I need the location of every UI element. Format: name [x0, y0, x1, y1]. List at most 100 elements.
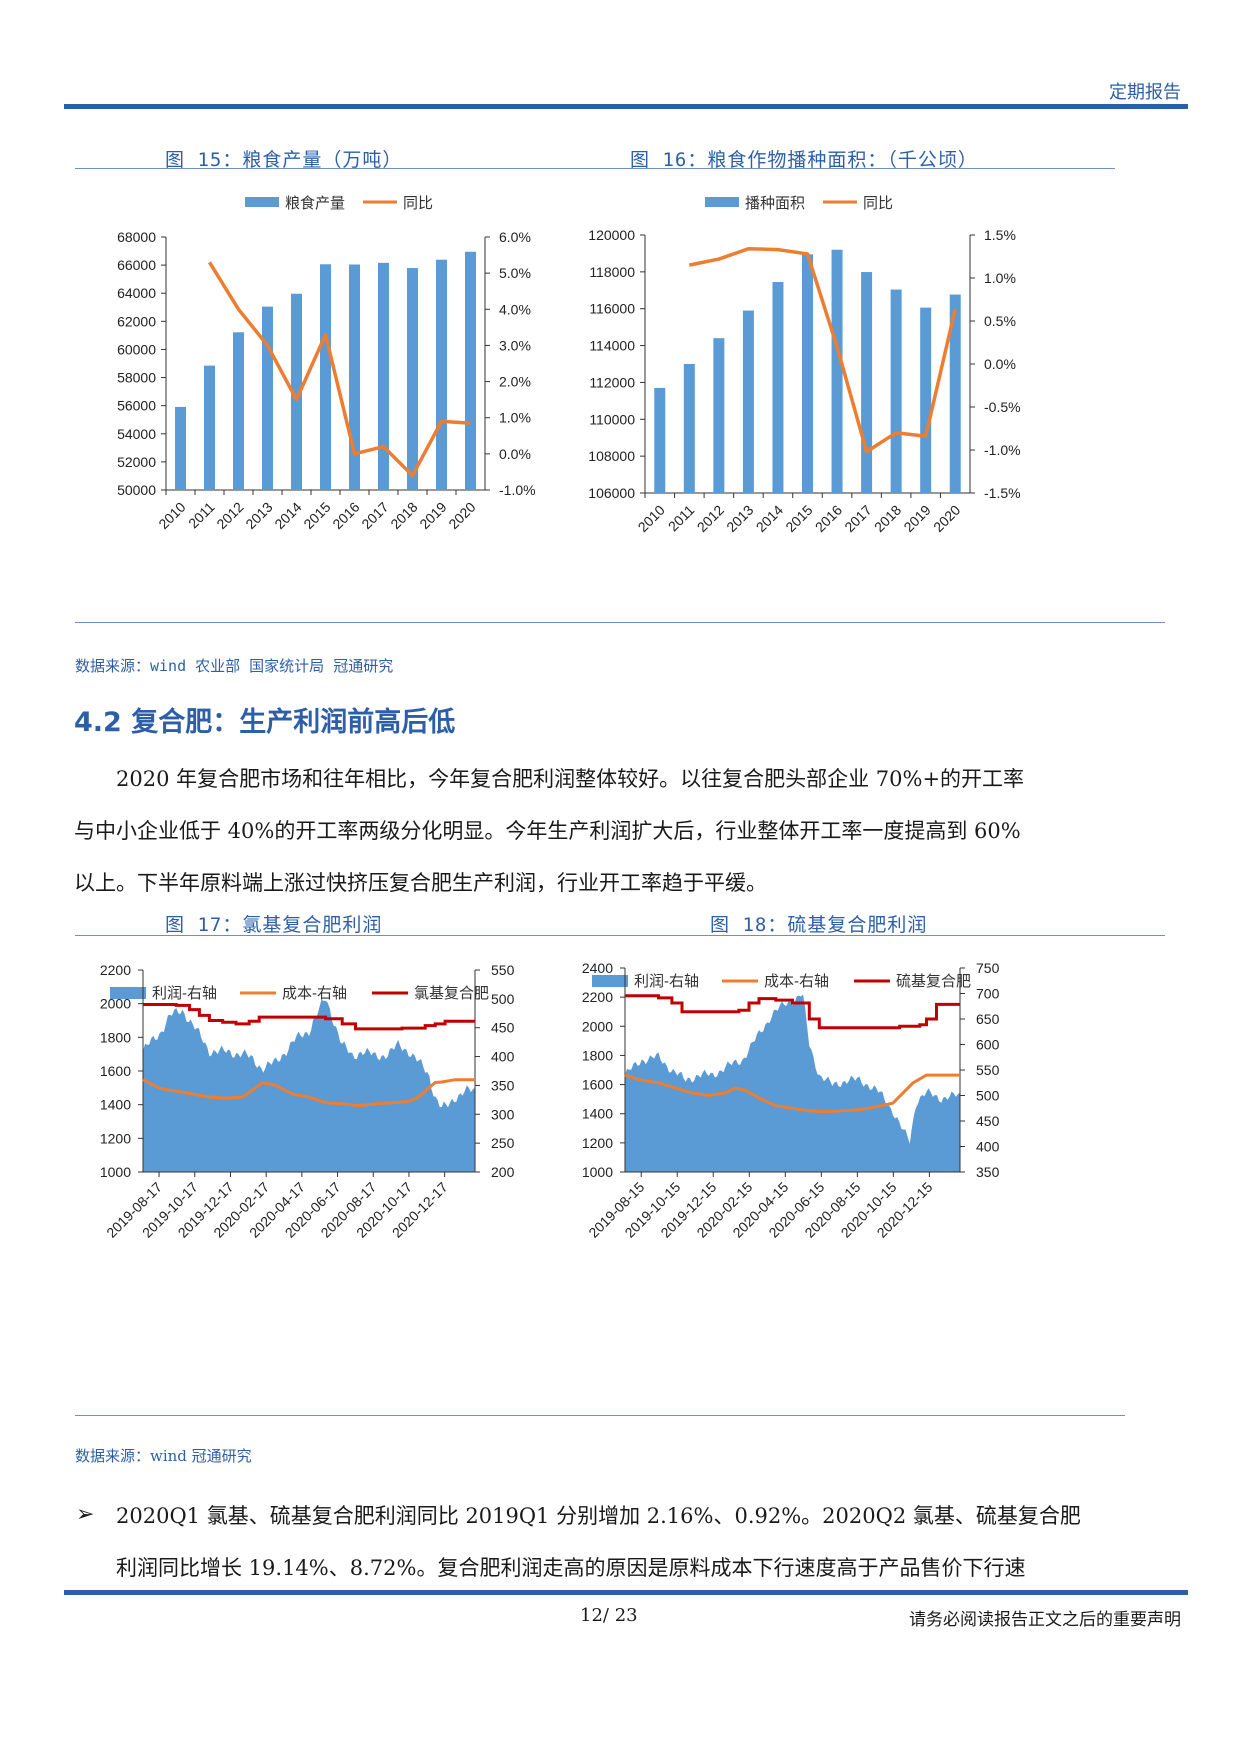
y2-tick-label: 3.0% [499, 337, 531, 353]
y2-tick-label: 350 [976, 1164, 1000, 1180]
y2-tick-label: 500 [491, 991, 515, 1007]
fig16-chart: 播种面积 同比 106000 108000 110000 112000 114000 1160… [588, 195, 1020, 535]
line-series [688, 247, 957, 454]
x-tick-label: 2019 [900, 502, 933, 535]
y2-tick-label: -1.5% [984, 485, 1021, 501]
y-tick-label: 52000 [117, 454, 156, 470]
y-tick-label: 1800 [100, 1029, 131, 1045]
caption-rule [75, 168, 1115, 169]
bar [861, 272, 873, 493]
legend-swatch-bar [705, 197, 739, 207]
bar [204, 365, 215, 490]
bar [802, 254, 813, 493]
y-tick-label: 66000 [117, 257, 156, 273]
bar [465, 251, 476, 490]
bar [233, 332, 244, 490]
y2-tick-label: 0.0% [499, 446, 531, 462]
paragraph-line: 以上。下半年原料端上涨过快挤压复合肥生产利润，行业开工率趋于平缓。 [74, 871, 767, 895]
cost-line [142, 1078, 475, 1108]
y-tick-label: 1600 [100, 1063, 131, 1079]
x-tick-label: 2020 [930, 502, 963, 535]
x-tick-label: 2019 [416, 499, 449, 532]
bullet-line: 利润同比增长 19.14%、8.72%。复合肥利润走高的原因是原料成本下行速度高… [116, 1556, 1026, 1580]
x-tick-label: 2015 [782, 502, 815, 535]
fig15-caption: 图 15：粮食产量（万吨） [165, 149, 403, 171]
y-tick-label: 54000 [117, 426, 156, 442]
x-tick-label: 2016 [812, 502, 845, 535]
y-tick-label: 116000 [589, 301, 635, 317]
y-tick-label: 108000 [588, 448, 635, 464]
bar [713, 338, 725, 493]
page-number: 12/ 23 [580, 1605, 638, 1626]
y-tick-label: 120000 [588, 227, 635, 243]
price-line [625, 994, 960, 1030]
bar [742, 310, 754, 493]
legend-label: 利润-右轴 [152, 985, 217, 1002]
y2-tick-label: 700 [976, 986, 1000, 1002]
y2-tick-label: 400 [976, 1139, 1000, 1155]
y2-tick-label: 1.0% [984, 270, 1016, 286]
bar [920, 307, 932, 493]
header-rule [64, 104, 1188, 109]
bar [291, 293, 302, 490]
legend-label: 成本-右轴 [282, 985, 347, 1002]
legend-label: 粮食产量 [285, 195, 345, 212]
y-tick-label: 114000 [589, 338, 635, 354]
y2-tick-label: 6.0% [499, 229, 531, 245]
y2-tick-label: 500 [976, 1088, 1000, 1104]
y2-tick-label: 300 [491, 1106, 515, 1122]
x-tick-label: 2010 [635, 502, 668, 535]
x-tick-label: 2017 [841, 502, 874, 535]
fig17-caption: 图 17：氯基复合肥利润 [165, 914, 383, 936]
legend-swatch-profit [592, 975, 628, 987]
y-tick-label: 1600 [582, 1077, 613, 1093]
y-tick-label: 118000 [589, 264, 635, 280]
x-tick-label: 2011 [185, 499, 218, 532]
bar [262, 306, 273, 490]
line-series [208, 261, 471, 478]
y-tick-label: 106000 [588, 485, 635, 501]
legend-label: 同比 [403, 195, 433, 212]
x-tick-label: 2015 [300, 499, 333, 532]
bar [654, 387, 666, 493]
bottom-charts: 利润-右轴 成本-右轴 氯基复合肥1000120014001600180020002… [100, 960, 1000, 1241]
y2-tick-label: 600 [976, 1037, 1000, 1053]
x-tick-label: 2013 [723, 502, 756, 535]
y2-tick-label: 250 [491, 1135, 515, 1151]
y-tick-label: 2400 [582, 960, 613, 976]
legend-label: 利润-右轴 [634, 973, 699, 990]
x-tick-label: 2017 [358, 499, 391, 532]
y-tick-label: 1400 [582, 1106, 613, 1122]
x-tick-label: 2012 [213, 499, 246, 532]
fig16-caption: 图 16：粮食作物播种面积：（千公顷） [630, 149, 978, 171]
source-note-2: 数据来源：wind 冠通研究 [75, 1447, 252, 1465]
y-tick-label: 1800 [582, 1047, 613, 1063]
y-tick-label: 60000 [117, 341, 156, 357]
bar [949, 294, 961, 493]
fig17-chart: 利润-右轴 成本-右轴 氯基复合肥 1000 1200 1400 1600 1800 2000 2… [100, 962, 515, 1241]
y-tick-label: 68000 [117, 229, 156, 245]
bar [890, 289, 902, 493]
y2-tick-label: 650 [976, 1011, 1000, 1027]
y-tick-label: 2200 [100, 962, 131, 978]
y2-tick-label: -1.0% [984, 442, 1021, 458]
footer-rule [64, 1590, 1188, 1595]
legend-label: 氯基复合肥 [414, 984, 489, 1002]
y2-tick-label: 0.5% [984, 313, 1016, 329]
legend-swatch-profit [110, 987, 146, 999]
paragraph-line: 与中小企业低于 40%的开工率两级分化明显。今年生产利润扩大后，行业整体开工率一… [74, 819, 1021, 843]
legend-label: 同比 [863, 195, 893, 212]
y-tick-label: 1000 [100, 1164, 131, 1180]
y-tick-label: 62000 [117, 313, 156, 329]
legend-label: 成本-右轴 [764, 973, 829, 990]
y-tick-label: 50000 [117, 482, 156, 498]
y2-tick-label: 550 [491, 962, 515, 978]
y-tick-label: 1200 [582, 1135, 613, 1151]
legend-swatch-bar [245, 197, 279, 207]
y-tick-label: 2200 [582, 989, 613, 1005]
source-note-1: 数据来源：wind 农业部 国家统计局 冠通研究 [75, 657, 394, 675]
y2-tick-label: 1.5% [984, 227, 1016, 243]
chart-bottom-rule-2 [75, 1415, 1125, 1416]
x-tick-label: 2012 [694, 502, 727, 535]
y2-tick-label: 2.0% [499, 374, 531, 390]
